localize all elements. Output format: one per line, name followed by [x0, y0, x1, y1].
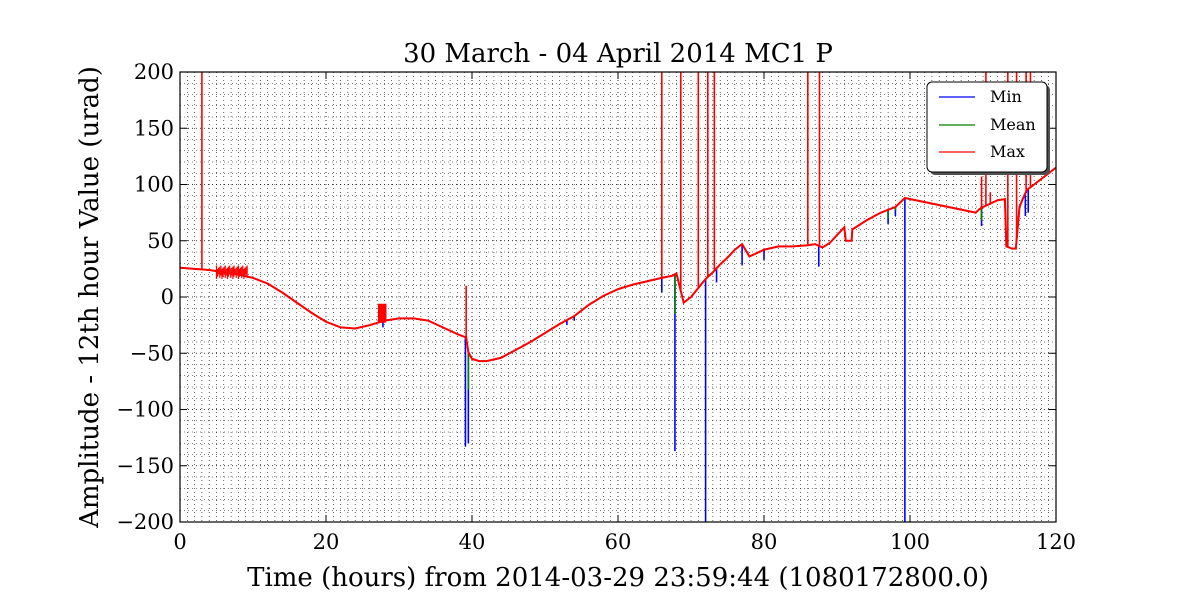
legend-label-mean: Mean [990, 115, 1036, 134]
legend-label-max: Max [990, 142, 1025, 161]
legend-label-min: Min [990, 87, 1022, 106]
y-tick-label: −200 [116, 510, 174, 534]
x-tick-label: 120 [1036, 530, 1076, 554]
x-tick-label: 20 [313, 530, 340, 554]
x-axis-title: Time (hours) from 2014-03-29 23:59:44 (1… [247, 563, 989, 593]
y-tick-label: 100 [134, 173, 174, 197]
x-tick-label: 0 [173, 530, 186, 554]
series-max [179, 72, 1057, 363]
y-tick-label: −100 [116, 398, 174, 422]
y-tick-label: 50 [147, 229, 174, 253]
y-tick-labels: −200 −150 −100 −50 0 50 100 150 200 [116, 60, 174, 534]
x-tick-label: 40 [459, 530, 486, 554]
legend-box [926, 81, 1048, 173]
axis-ticks [179, 71, 1057, 523]
legend: Min Mean Max [926, 81, 1050, 175]
chart-title: 30 March - 04 April 2014 MC1 P [403, 39, 833, 69]
y-axis-title: Amplitude - 12th hour Value (urad) [75, 66, 105, 529]
y-tick-label: 200 [134, 60, 174, 84]
x-tick-labels: 0 20 40 60 80 100 120 [173, 530, 1076, 554]
y-tick-label: 150 [134, 116, 174, 140]
y-tick-label: −50 [130, 341, 174, 365]
x-tick-label: 80 [751, 530, 778, 554]
series-layer [179, 72, 1057, 522]
x-tick-label: 100 [890, 530, 930, 554]
plot-area [179, 71, 1057, 523]
y-tick-label: −150 [116, 454, 174, 478]
y-tick-label: 0 [161, 285, 174, 309]
x-tick-label: 60 [605, 530, 632, 554]
